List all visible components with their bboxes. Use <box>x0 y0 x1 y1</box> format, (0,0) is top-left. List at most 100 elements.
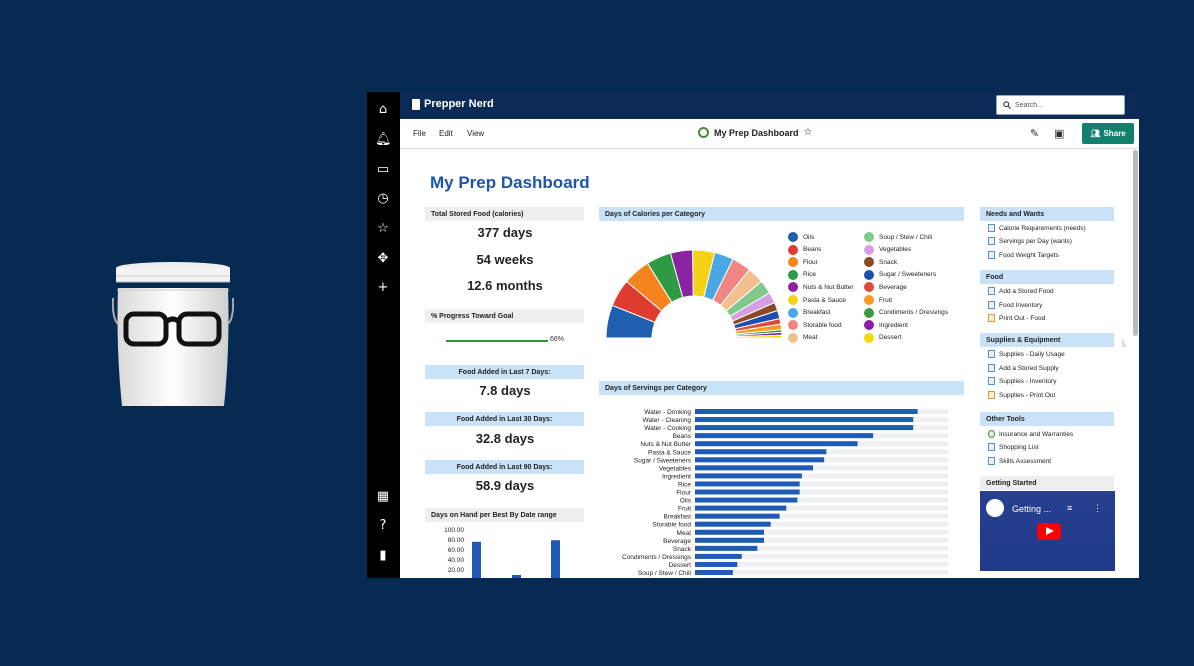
play-button-icon[interactable] <box>1037 523 1061 540</box>
form-icon <box>988 364 995 372</box>
home-icon[interactable]: ⌂ <box>378 102 388 117</box>
link-shopping-list[interactable]: Shopping List <box>988 443 1038 451</box>
legend-swatch <box>864 244 874 255</box>
top-bar: Prepper Nerd Search... <box>400 92 1139 119</box>
link-calorie-requirements[interactable]: Calorie Requirements (needs) <box>988 224 1086 232</box>
bar[interactable] <box>695 561 738 567</box>
bar[interactable] <box>695 553 742 559</box>
legend-item: Condiments / Dressings <box>864 307 948 318</box>
present-icon[interactable]: ▣ <box>1054 127 1065 140</box>
getting-started-video[interactable]: Getting ... ≡ ⋮ <box>980 491 1115 571</box>
apps-grid-icon[interactable]: ▦ <box>376 489 390 504</box>
link-food-inventory[interactable]: Food Inventory <box>988 301 1042 309</box>
bar[interactable] <box>695 529 765 535</box>
legend-swatch <box>788 257 798 268</box>
link-skills-assessment[interactable]: Skills Assessment <box>988 457 1051 465</box>
search-placeholder: Search... <box>1015 101 1044 109</box>
menu-edit[interactable]: Edit <box>439 129 453 138</box>
mouse-cursor <box>1122 338 1127 347</box>
donut-slice[interactable] <box>735 334 783 339</box>
link-label: Insurance and Warranties <box>999 430 1074 438</box>
star-icon[interactable]: ☆ <box>377 221 389 236</box>
search-input[interactable]: Search... <box>996 95 1125 115</box>
bar-label: Flour <box>676 490 692 497</box>
bar[interactable] <box>695 545 758 551</box>
link-add-stored-supply[interactable]: Add a Stored Supply <box>988 364 1059 372</box>
favorite-star-icon[interactable]: ☆ <box>803 127 813 138</box>
integrations-icon[interactable]: ✥ <box>377 251 389 266</box>
last30-header: Food Added in Last 30 Days: <box>425 412 584 426</box>
legend-swatch <box>864 282 874 293</box>
legend-label: Condiments / Dressings <box>879 309 948 317</box>
link-servings-per-day[interactable]: Servings per Day (wants) <box>988 237 1072 245</box>
link-supplies-inventory[interactable]: Supplies - Inventory <box>988 377 1056 385</box>
folder-icon[interactable]: ▭ <box>376 162 390 177</box>
link-food-weight-targets[interactable]: Food Weight Targets <box>988 251 1059 259</box>
legend-label: Beans <box>803 246 822 254</box>
legend-swatch <box>788 244 798 255</box>
link-supplies-print-out[interactable]: Supplies - Print Out <box>988 391 1055 399</box>
legend-swatch <box>864 332 874 343</box>
link-supplies-daily-usage[interactable]: Supplies - Daily Usage <box>988 350 1065 358</box>
supplies-header: Supplies & Equipment <box>980 333 1114 347</box>
bar-label: Storable food <box>652 522 691 529</box>
bar[interactable] <box>695 505 787 511</box>
bar-track <box>695 465 948 471</box>
calories-chart-header: Days of Calories per Category <box>599 207 964 221</box>
bar[interactable] <box>695 441 858 447</box>
bar[interactable] <box>695 473 802 479</box>
legend-swatch <box>788 320 798 331</box>
bar[interactable] <box>551 540 560 578</box>
help-icon[interactable]: ? <box>379 518 387 533</box>
link-insurance-warranties[interactable]: Insurance and Warranties <box>988 430 1073 438</box>
tools-header: Other Tools <box>980 412 1114 426</box>
bar[interactable] <box>695 489 800 495</box>
bar[interactable] <box>695 537 765 543</box>
bar[interactable] <box>695 449 827 455</box>
bar[interactable] <box>695 433 874 439</box>
bar[interactable] <box>695 417 914 423</box>
people-icon: 👥︎ <box>1090 129 1101 138</box>
bar[interactable] <box>695 521 771 527</box>
bar[interactable] <box>695 457 825 463</box>
legend-swatch <box>864 269 874 280</box>
document-title: My Prep Dashboard ☆ <box>698 127 813 138</box>
bar-label: Pasta & Sauce <box>648 449 691 456</box>
bar[interactable] <box>695 425 914 431</box>
playlist-icon[interactable]: ≡ <box>1067 503 1073 513</box>
bar[interactable] <box>695 570 733 575</box>
menu-file[interactable]: File <box>413 129 426 138</box>
plus-icon[interactable]: + <box>377 280 389 295</box>
bar[interactable] <box>695 481 800 487</box>
bar[interactable] <box>512 575 521 578</box>
bell-icon[interactable]: 🔔︎ <box>375 132 392 147</box>
legend-label: Ingredient <box>879 321 908 329</box>
link-print-out-food[interactable]: Print Out - Food <box>988 314 1045 322</box>
bar-label: Water - Cooking <box>644 425 691 432</box>
bar[interactable] <box>695 465 813 471</box>
link-add-stored-food[interactable]: Add a Stored Food <box>988 287 1054 295</box>
legend-label: Fruit <box>879 296 892 304</box>
bucket-icon[interactable]: ▮ <box>379 548 387 563</box>
bar-track <box>695 521 948 527</box>
bar[interactable] <box>472 541 481 578</box>
legend-item: Snack <box>864 257 897 268</box>
scrollbar[interactable] <box>1133 150 1138 336</box>
bestby-chart: 100.00 80.00 60.00 40.00 20.00 <box>444 527 560 578</box>
clock-icon[interactable]: ◷ <box>377 191 389 206</box>
edit-pencil-icon[interactable]: ✎ <box>1030 127 1040 140</box>
search-icon <box>1003 101 1011 109</box>
brand[interactable]: Prepper Nerd <box>412 98 494 110</box>
bar-label: Beverage <box>663 538 691 545</box>
legend-swatch <box>864 257 874 268</box>
legend-swatch <box>788 269 798 280</box>
doc-icon <box>988 251 995 259</box>
bar[interactable] <box>695 409 918 414</box>
bucket-mascot-logo <box>112 262 234 406</box>
doc-icon <box>988 377 995 385</box>
bar[interactable] <box>695 497 798 503</box>
menu-view[interactable]: View <box>467 129 485 138</box>
bar[interactable] <box>695 513 780 519</box>
more-vertical-icon[interactable]: ⋮ <box>1093 503 1102 513</box>
share-button[interactable]: 👥︎ Share <box>1082 123 1134 144</box>
